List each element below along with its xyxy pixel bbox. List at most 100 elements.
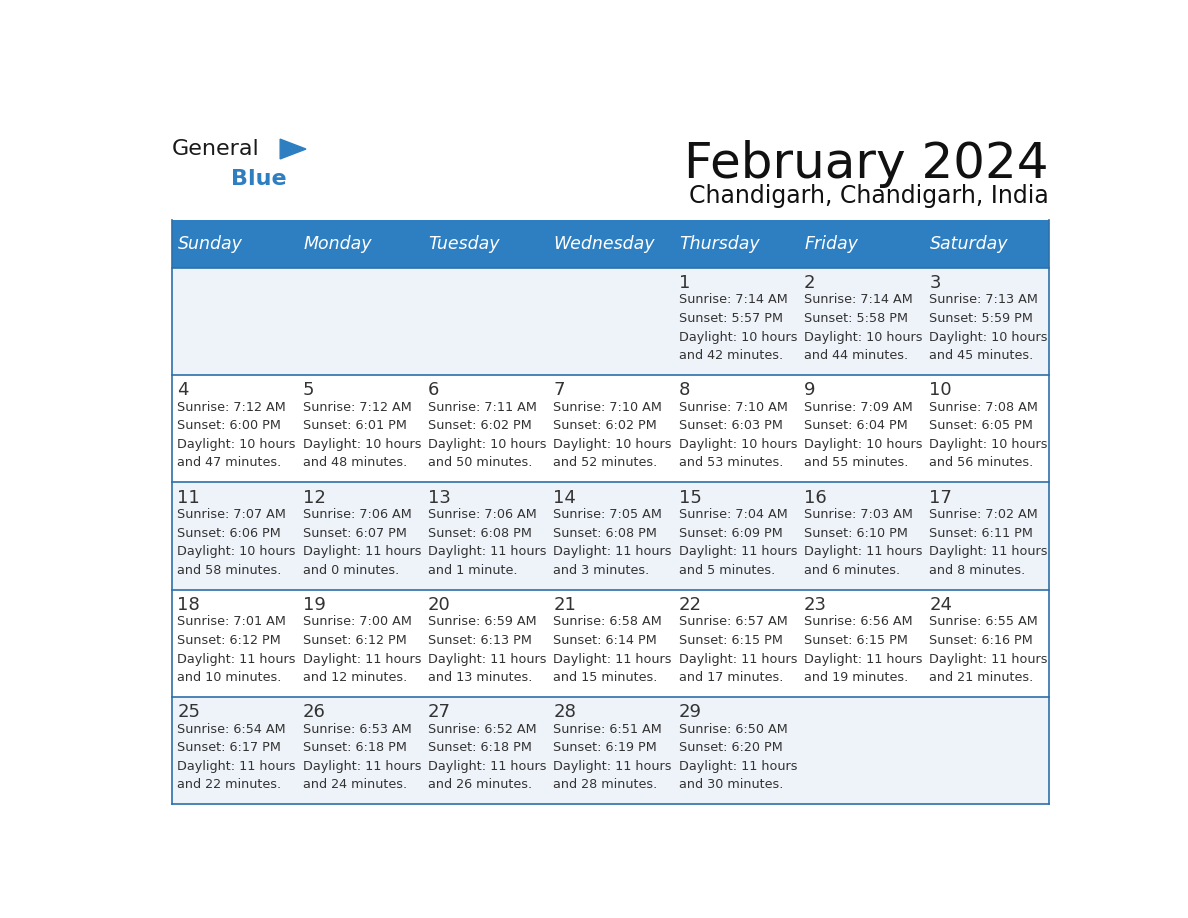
Text: 7: 7: [554, 381, 564, 399]
Text: Sunset: 6:12 PM: Sunset: 6:12 PM: [177, 634, 280, 647]
Text: Sunset: 6:04 PM: Sunset: 6:04 PM: [804, 420, 908, 432]
Text: Sunset: 6:02 PM: Sunset: 6:02 PM: [554, 420, 657, 432]
Text: and 42 minutes.: and 42 minutes.: [678, 349, 783, 362]
Text: and 45 minutes.: and 45 minutes.: [929, 349, 1034, 362]
Text: Sunrise: 6:54 AM: Sunrise: 6:54 AM: [177, 722, 286, 735]
Text: Sunrise: 6:50 AM: Sunrise: 6:50 AM: [678, 722, 788, 735]
Text: and 10 minutes.: and 10 minutes.: [177, 671, 282, 684]
Text: 14: 14: [554, 488, 576, 507]
Text: Sunset: 6:06 PM: Sunset: 6:06 PM: [177, 527, 280, 540]
Text: 21: 21: [554, 596, 576, 614]
Text: 28: 28: [554, 703, 576, 722]
Text: 5: 5: [303, 381, 314, 399]
Text: Sunrise: 6:51 AM: Sunrise: 6:51 AM: [554, 722, 662, 735]
Text: Sunrise: 6:52 AM: Sunrise: 6:52 AM: [428, 722, 537, 735]
Text: Sunset: 6:01 PM: Sunset: 6:01 PM: [303, 420, 406, 432]
Text: and 6 minutes.: and 6 minutes.: [804, 564, 901, 577]
Text: Daylight: 10 hours: Daylight: 10 hours: [428, 438, 546, 451]
Text: Daylight: 11 hours: Daylight: 11 hours: [303, 545, 421, 558]
Text: and 21 minutes.: and 21 minutes.: [929, 671, 1034, 684]
Text: 6: 6: [428, 381, 440, 399]
Text: Sunrise: 6:55 AM: Sunrise: 6:55 AM: [929, 615, 1038, 628]
Text: Sunset: 6:07 PM: Sunset: 6:07 PM: [303, 527, 406, 540]
Text: 25: 25: [177, 703, 200, 722]
Text: Daylight: 10 hours: Daylight: 10 hours: [678, 330, 797, 343]
Text: Daylight: 10 hours: Daylight: 10 hours: [678, 438, 797, 451]
Text: Sunrise: 7:04 AM: Sunrise: 7:04 AM: [678, 508, 788, 521]
Bar: [171, 697, 1049, 804]
Text: Daylight: 10 hours: Daylight: 10 hours: [554, 438, 671, 451]
Text: Daylight: 10 hours: Daylight: 10 hours: [804, 438, 922, 451]
Text: 27: 27: [428, 703, 451, 722]
Text: Sunrise: 6:53 AM: Sunrise: 6:53 AM: [303, 722, 411, 735]
Text: and 53 minutes.: and 53 minutes.: [678, 456, 783, 469]
Text: and 44 minutes.: and 44 minutes.: [804, 349, 908, 362]
Text: Daylight: 11 hours: Daylight: 11 hours: [678, 653, 797, 666]
Text: Sunrise: 7:12 AM: Sunrise: 7:12 AM: [177, 400, 286, 414]
Text: Daylight: 11 hours: Daylight: 11 hours: [804, 545, 922, 558]
Text: 11: 11: [177, 488, 200, 507]
Text: Sunrise: 6:59 AM: Sunrise: 6:59 AM: [428, 615, 537, 628]
Text: 26: 26: [303, 703, 326, 722]
Text: Chandigarh, Chandigarh, India: Chandigarh, Chandigarh, India: [689, 185, 1049, 208]
Text: and 50 minutes.: and 50 minutes.: [428, 456, 532, 469]
Text: Daylight: 11 hours: Daylight: 11 hours: [428, 760, 546, 773]
Text: 3: 3: [929, 274, 941, 292]
Text: Sunrise: 7:09 AM: Sunrise: 7:09 AM: [804, 400, 912, 414]
Text: 15: 15: [678, 488, 701, 507]
Text: Sunrise: 6:57 AM: Sunrise: 6:57 AM: [678, 615, 788, 628]
Text: Sunrise: 6:58 AM: Sunrise: 6:58 AM: [554, 615, 662, 628]
Text: Sunrise: 7:13 AM: Sunrise: 7:13 AM: [929, 294, 1038, 307]
Text: and 30 minutes.: and 30 minutes.: [678, 778, 783, 791]
Text: and 12 minutes.: and 12 minutes.: [303, 671, 406, 684]
Text: and 26 minutes.: and 26 minutes.: [428, 778, 532, 791]
Text: and 28 minutes.: and 28 minutes.: [554, 778, 657, 791]
Text: and 55 minutes.: and 55 minutes.: [804, 456, 909, 469]
Text: and 15 minutes.: and 15 minutes.: [554, 671, 658, 684]
Text: Sunrise: 7:08 AM: Sunrise: 7:08 AM: [929, 400, 1038, 414]
Bar: [672, 219, 798, 268]
Text: Wednesday: Wednesday: [554, 235, 656, 252]
Text: 22: 22: [678, 596, 702, 614]
Bar: [171, 219, 297, 268]
Text: Sunset: 6:13 PM: Sunset: 6:13 PM: [428, 634, 532, 647]
Text: Daylight: 11 hours: Daylight: 11 hours: [929, 545, 1048, 558]
Text: Daylight: 11 hours: Daylight: 11 hours: [929, 653, 1048, 666]
Text: Sunset: 6:20 PM: Sunset: 6:20 PM: [678, 741, 782, 755]
Text: Daylight: 10 hours: Daylight: 10 hours: [929, 330, 1048, 343]
Text: February 2024: February 2024: [684, 140, 1049, 188]
Text: 16: 16: [804, 488, 827, 507]
Text: and 17 minutes.: and 17 minutes.: [678, 671, 783, 684]
Text: Friday: Friday: [804, 235, 859, 252]
Text: Daylight: 11 hours: Daylight: 11 hours: [554, 545, 671, 558]
Text: Sunrise: 7:05 AM: Sunrise: 7:05 AM: [554, 508, 662, 521]
Text: Sunrise: 7:10 AM: Sunrise: 7:10 AM: [678, 400, 788, 414]
Text: Tuesday: Tuesday: [429, 235, 500, 252]
Bar: [548, 219, 672, 268]
Text: 4: 4: [177, 381, 189, 399]
Text: Monday: Monday: [303, 235, 372, 252]
Bar: [923, 219, 1049, 268]
Text: Daylight: 10 hours: Daylight: 10 hours: [177, 545, 296, 558]
Text: Daylight: 11 hours: Daylight: 11 hours: [804, 653, 922, 666]
Text: Sunset: 6:11 PM: Sunset: 6:11 PM: [929, 527, 1034, 540]
Text: Sunset: 6:08 PM: Sunset: 6:08 PM: [554, 527, 657, 540]
Text: Sunset: 6:19 PM: Sunset: 6:19 PM: [554, 741, 657, 755]
Text: Sunset: 6:12 PM: Sunset: 6:12 PM: [303, 634, 406, 647]
Text: Sunset: 6:14 PM: Sunset: 6:14 PM: [554, 634, 657, 647]
Bar: [171, 589, 1049, 697]
Text: Daylight: 11 hours: Daylight: 11 hours: [177, 653, 296, 666]
Text: 10: 10: [929, 381, 952, 399]
Text: Sunset: 6:00 PM: Sunset: 6:00 PM: [177, 420, 282, 432]
Bar: [171, 482, 1049, 589]
Text: Sunset: 6:15 PM: Sunset: 6:15 PM: [678, 634, 783, 647]
Bar: [422, 219, 548, 268]
Polygon shape: [280, 140, 307, 159]
Text: Sunset: 5:58 PM: Sunset: 5:58 PM: [804, 312, 908, 325]
Text: Daylight: 10 hours: Daylight: 10 hours: [929, 438, 1048, 451]
Text: Blue: Blue: [232, 170, 287, 189]
Text: and 24 minutes.: and 24 minutes.: [303, 778, 406, 791]
Text: Sunset: 6:08 PM: Sunset: 6:08 PM: [428, 527, 532, 540]
Text: Sunday: Sunday: [178, 235, 242, 252]
Text: Daylight: 11 hours: Daylight: 11 hours: [678, 545, 797, 558]
